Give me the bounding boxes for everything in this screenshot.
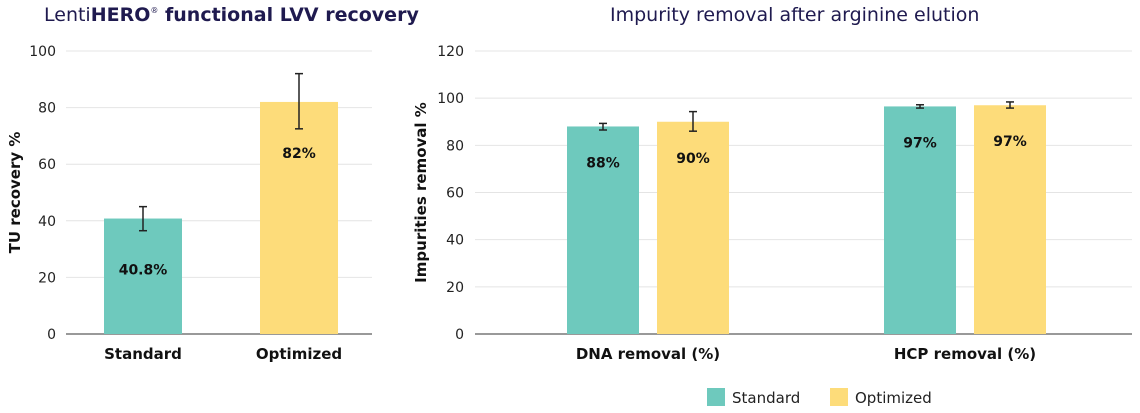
right-category-label: HCP removal (%) [894, 345, 1036, 363]
right-chart-title: Impurity removal after arginine elution [610, 4, 980, 26]
left-chart-title: LentiHERO® functional LVV recovery [44, 4, 419, 26]
legend-swatch-optimized [830, 388, 848, 406]
left-y-tick-label: 60 [38, 157, 56, 173]
legend-label-standard: Standard [732, 389, 800, 407]
right-bar [657, 121, 729, 334]
left-y-tick-label: 40 [38, 214, 56, 230]
left-bar [260, 101, 338, 334]
left-y-tick-label: 0 [47, 327, 56, 343]
right-y-tick-label: 120 [437, 44, 464, 60]
left-y-tick-label: 100 [29, 44, 56, 60]
left-data-label: 40.8% [119, 263, 168, 279]
left-title-prefix: Lenti [44, 4, 91, 26]
right-y-axis-label: Impurities removal % [412, 102, 430, 283]
legend-label-optimized: Optimized [855, 389, 932, 407]
right-bar [974, 105, 1046, 334]
left-data-label: 82% [282, 146, 316, 162]
right-data-label: 97% [903, 135, 937, 151]
left-y-tick-label: 80 [38, 101, 56, 117]
legend-swatch-standard [707, 388, 725, 406]
right-y-tick-label: 100 [437, 91, 464, 107]
right-data-label: 90% [676, 151, 710, 167]
right-data-label: 97% [993, 134, 1027, 150]
left-category-label: Standard [104, 345, 182, 363]
right-y-tick-label: 80 [446, 138, 464, 154]
left-title-brand: HERO [90, 4, 151, 26]
left-title-rest: functional LVV recovery [158, 4, 419, 26]
left-title-mark: ® [150, 6, 159, 15]
left-bar [104, 218, 182, 334]
right-y-tick-label: 20 [446, 280, 464, 296]
right-data-label: 88% [586, 155, 620, 171]
right-bar [884, 106, 956, 334]
left-y-tick-label: 20 [38, 270, 56, 286]
right-y-tick-label: 60 [446, 186, 464, 202]
left-y-axis-label: TU recovery % [6, 132, 24, 254]
left-category-label: Optimized [256, 345, 342, 363]
right-y-tick-label: 40 [446, 233, 464, 249]
right-category-label: DNA removal (%) [576, 345, 720, 363]
right-bar [567, 126, 639, 334]
right-y-tick-label: 0 [455, 327, 464, 343]
